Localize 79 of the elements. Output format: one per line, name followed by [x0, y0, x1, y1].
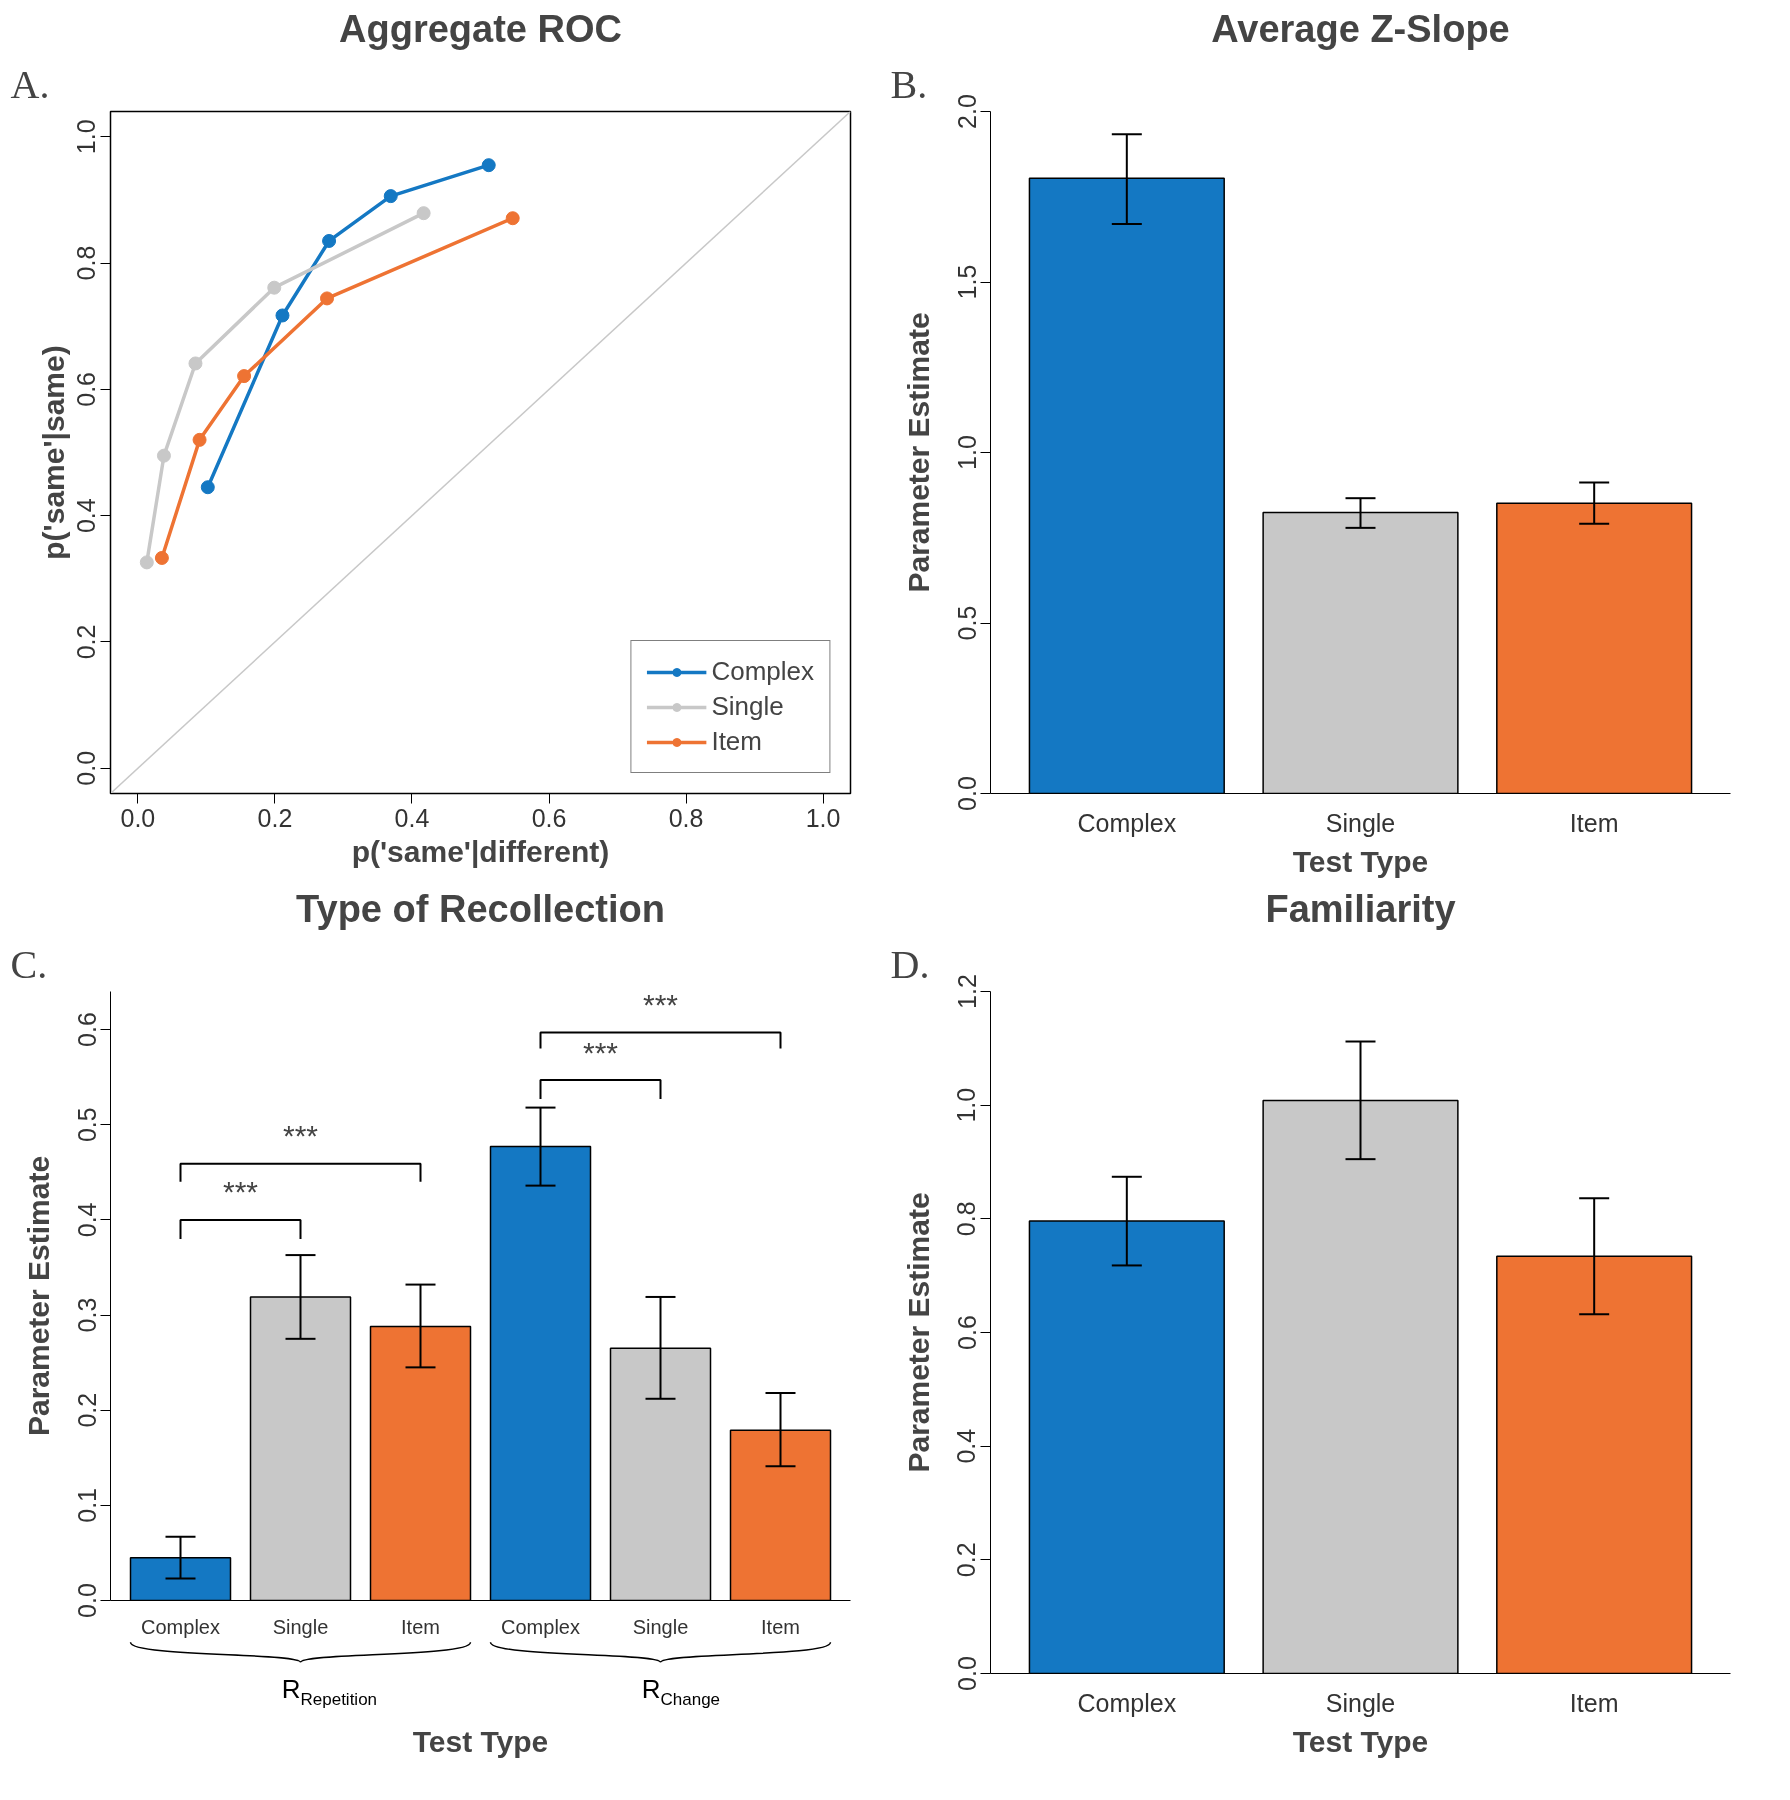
- x-tick-label: Complex: [1077, 808, 1177, 837]
- point: [320, 291, 335, 306]
- y-axis-title: Parameter Estimate: [901, 1192, 935, 1473]
- y-tick-label: 0.4: [952, 1428, 981, 1464]
- annotation: ***: [282, 1119, 319, 1153]
- y-tick-label: 0.5: [72, 1107, 101, 1143]
- y-tick-label: 1.5: [952, 264, 981, 300]
- y-tick-label: 0.0: [952, 1656, 981, 1691]
- y-tick-label: 0.6: [72, 1012, 101, 1047]
- y-tick-label: 1.0: [952, 1087, 981, 1123]
- y-tick-label: 0.2: [72, 1392, 101, 1428]
- x-tick-label: Complex: [1077, 1688, 1177, 1717]
- chart-title: Aggregate ROC: [339, 7, 622, 50]
- point: [139, 555, 154, 570]
- point: [505, 211, 520, 226]
- x-tick-label: Complex: [141, 1615, 220, 1638]
- annotation: ***: [222, 1175, 259, 1209]
- x-tick-label: 0.2: [257, 803, 293, 832]
- y-tick-label: 0.8: [952, 1201, 981, 1237]
- y-axis-title: p('same'|same): [36, 345, 70, 560]
- point: [237, 369, 252, 384]
- text: C.: [10, 941, 48, 987]
- x-tick-label: Item: [761, 1615, 800, 1638]
- x-axis-title: Test Type: [412, 1724, 549, 1758]
- legend-label: Item: [711, 726, 762, 757]
- annotation: ***: [582, 1035, 619, 1069]
- point: [416, 206, 431, 221]
- x-tick-label: 0.4: [394, 803, 430, 832]
- point: [188, 356, 203, 371]
- y-tick-label: 0.6: [72, 371, 101, 407]
- point: [154, 550, 169, 565]
- legend-label: Single: [711, 691, 784, 722]
- x-tick-label: Item: [1569, 808, 1619, 837]
- x-tick-label: Item: [1569, 1688, 1619, 1717]
- point: [322, 233, 337, 248]
- y-tick-label: 1.2: [952, 974, 981, 1009]
- chart-title: Familiarity: [1265, 887, 1456, 930]
- x-axis-title: p('same'|different): [351, 834, 610, 868]
- text: D.: [890, 941, 930, 987]
- point: [267, 280, 282, 295]
- text: B.: [890, 61, 928, 107]
- point: [383, 189, 398, 204]
- y-tick-label: 0.1: [72, 1487, 101, 1523]
- x-tick-label: 1.0: [805, 803, 841, 832]
- y-tick-label: 0.4: [72, 1202, 101, 1238]
- chart-title: Type of Recollection: [296, 887, 665, 930]
- legend-label: Complex: [711, 656, 814, 687]
- y-axis-title: Parameter Estimate: [901, 312, 935, 593]
- y-tick-label: 0.2: [72, 624, 101, 660]
- y-tick-label: 2.0: [952, 94, 981, 129]
- y-tick-label: 0.4: [72, 498, 101, 534]
- y-tick-label: 0.6: [952, 1315, 981, 1350]
- annotation: ***: [642, 988, 679, 1021]
- text: A.: [10, 61, 50, 107]
- y-tick-label: 1.0: [952, 435, 981, 470]
- y-tick-label: 0.0: [72, 750, 101, 786]
- y-tick-label: 0.8: [72, 245, 101, 281]
- y-axis-title: Parameter Estimate: [21, 1155, 55, 1437]
- x-tick-label: 0.0: [120, 803, 156, 832]
- point: [481, 158, 496, 173]
- point: [192, 432, 207, 447]
- x-tick-label: Single: [1325, 808, 1396, 837]
- x-tick-label: Single: [272, 1615, 329, 1638]
- x-tick-label: Single: [632, 1615, 689, 1638]
- point: [275, 308, 290, 323]
- x-tick-label: 0.8: [668, 803, 704, 832]
- y-tick-label: 0.2: [952, 1542, 981, 1578]
- y-tick-label: 0.5: [952, 605, 981, 641]
- y-tick-label: 1.0: [72, 119, 101, 155]
- x-tick-label: Single: [1325, 1688, 1396, 1717]
- point: [200, 480, 215, 495]
- x-tick-label: Item: [401, 1615, 440, 1638]
- x-tick-label: 0.6: [531, 803, 567, 832]
- point: [156, 448, 171, 463]
- x-axis-title: Test Type: [1292, 1724, 1429, 1758]
- y-tick-label: 0.3: [72, 1297, 101, 1333]
- x-axis-title: Test Type: [1292, 844, 1429, 878]
- chart-title: Average Z-Slope: [1211, 7, 1510, 50]
- x-tick-label: Complex: [501, 1615, 580, 1638]
